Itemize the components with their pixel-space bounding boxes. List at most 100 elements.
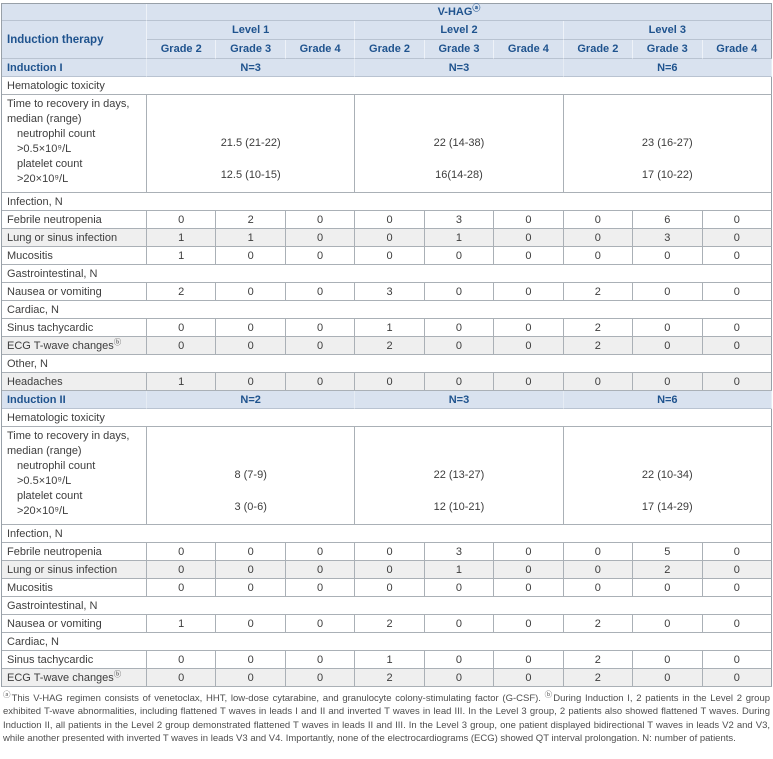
value-cell: 0 xyxy=(216,373,286,391)
grade-2-header: Grade 2 xyxy=(147,40,217,59)
recovery-label-line: median (range) xyxy=(7,445,82,457)
category-label: Other, N xyxy=(2,355,772,373)
value-cell: 0 xyxy=(147,319,217,337)
value-cell: 0 xyxy=(633,651,703,669)
value-cell: 0 xyxy=(355,211,425,229)
value-cell: 1 xyxy=(355,319,425,337)
value-cell: 0 xyxy=(494,579,564,597)
value-cell: 0 xyxy=(147,651,217,669)
value-cell: 0 xyxy=(147,211,217,229)
recovery-value: 21.5 (21-22) xyxy=(220,137,281,149)
recovery-sublabel-line: platelet count xyxy=(17,158,83,170)
value-cell: 0 xyxy=(702,283,772,301)
value-cell: 0 xyxy=(424,615,495,633)
recovery-row: Time to recovery in days, median (range) n… xyxy=(2,95,772,193)
value-cell: 0 xyxy=(355,543,425,561)
level-1-header: Level 1 xyxy=(147,21,356,40)
recovery-value: 22 (10-34) xyxy=(641,469,693,481)
category-label: Cardiac, N xyxy=(2,301,772,319)
recovery-sublabel-line: platelet count xyxy=(17,490,83,502)
value-cell: 1 xyxy=(147,373,217,391)
grade-3-header: Grade 3 xyxy=(424,40,495,59)
table-title-row: V-HAGⓐ xyxy=(2,4,772,21)
value-cell: 1 xyxy=(424,561,495,579)
recovery-value: 23 (16-27) xyxy=(641,137,693,149)
value-cell: 0 xyxy=(702,579,772,597)
table-body: Induction I N=3 N=3 N=6 Hematologic toxicity… xyxy=(2,59,772,687)
value-cell: 0 xyxy=(424,337,495,355)
value-cell: 0 xyxy=(355,373,425,391)
section-n-value-level-2: N=3 xyxy=(355,59,564,77)
value-cell: 0 xyxy=(702,373,772,391)
row-label: Lung or sinus infection xyxy=(2,229,147,247)
footnote-marker-a: ⓐ xyxy=(3,689,12,699)
value-cell: 0 xyxy=(563,247,634,265)
recovery-value: 17 (10-22) xyxy=(641,169,693,181)
value-cell: 0 xyxy=(494,229,564,247)
value-cell: 0 xyxy=(216,337,286,355)
value-cell: 0 xyxy=(702,615,772,633)
grade-2-header: Grade 2 xyxy=(355,40,425,59)
value-cell: 0 xyxy=(355,561,425,579)
category-row: Cardiac, N xyxy=(2,301,772,319)
category-row: Infection, N xyxy=(2,525,772,543)
value-cell: 0 xyxy=(494,283,564,301)
value-cell: 2 xyxy=(355,669,425,687)
value-cell: 0 xyxy=(494,543,564,561)
category-row: Hematologic toxicity xyxy=(2,77,772,95)
table-row: Headaches 1 0 0 0 0 0 0 0 0 xyxy=(2,373,772,391)
section-name: Induction II xyxy=(2,391,147,409)
footnote-marker-b: ⓑ xyxy=(113,337,122,346)
value-cell: 0 xyxy=(285,247,356,265)
section-n-value-level-2: N=3 xyxy=(355,391,564,409)
value-cell: 0 xyxy=(633,319,703,337)
value-cell: 0 xyxy=(702,211,772,229)
category-label: Gastrointestinal, N xyxy=(2,265,772,283)
section-n-value-level-1: N=3 xyxy=(147,59,356,77)
category-row: Other, N xyxy=(2,355,772,373)
table-row: Mucositis 1 0 0 0 0 0 0 0 0 xyxy=(2,247,772,265)
value-cell: 0 xyxy=(494,337,564,355)
table-row: Sinus tachycardic 0 0 0 1 0 0 2 0 0 xyxy=(2,319,772,337)
value-cell: 0 xyxy=(494,651,564,669)
value-cell: 0 xyxy=(633,579,703,597)
table-title-text: V-HAG xyxy=(437,6,473,18)
value-cell: 0 xyxy=(147,669,217,687)
value-cell: 0 xyxy=(216,561,286,579)
value-cell: 0 xyxy=(424,283,495,301)
value-cell: 0 xyxy=(424,669,495,687)
value-cell: 0 xyxy=(285,229,356,247)
value-cell: 0 xyxy=(285,651,356,669)
row-label: ECG T-wave changesⓑ xyxy=(2,669,147,687)
value-cell: 2 xyxy=(563,319,634,337)
value-cell: 0 xyxy=(285,615,356,633)
row-label: ECG T-wave changesⓑ xyxy=(2,337,147,355)
recovery-sublabel-line: neutrophil count xyxy=(17,128,96,140)
value-cell: 0 xyxy=(285,579,356,597)
value-cell: 3 xyxy=(633,229,703,247)
table-row: Sinus tachycardic 0 0 0 1 0 0 2 0 0 xyxy=(2,651,772,669)
recovery-value-cell-level-1: 21.5 (21-22) 12.5 (10-15) xyxy=(147,95,356,193)
value-cell: 1 xyxy=(147,247,217,265)
value-cell: 0 xyxy=(702,319,772,337)
value-cell: 0 xyxy=(216,615,286,633)
section-name: Induction I xyxy=(2,59,147,77)
value-cell: 0 xyxy=(702,247,772,265)
value-cell: 3 xyxy=(355,283,425,301)
table-row: Lung or sinus infection 1 1 0 0 1 0 0 3 0 xyxy=(2,229,772,247)
value-cell: 0 xyxy=(702,669,772,687)
recovery-value: 8 (7-9) xyxy=(234,469,267,481)
category-label: Hematologic toxicity xyxy=(2,409,772,427)
value-cell: 0 xyxy=(494,373,564,391)
value-cell: 0 xyxy=(563,229,634,247)
value-cell: 0 xyxy=(285,211,356,229)
level-header-row: Induction therapy Level 1 Level 2 Level … xyxy=(2,21,772,59)
value-cell: 0 xyxy=(285,319,356,337)
value-cell: 0 xyxy=(424,247,495,265)
value-cell: 1 xyxy=(424,229,495,247)
value-cell: 0 xyxy=(494,247,564,265)
recovery-value-cell-level-1: 8 (7-9) 3 (0-6) xyxy=(147,427,356,525)
value-cell: 0 xyxy=(355,229,425,247)
value-cell: 0 xyxy=(285,561,356,579)
footnote: ⓐThis V-HAG regimen consists of venetocl… xyxy=(3,689,770,746)
